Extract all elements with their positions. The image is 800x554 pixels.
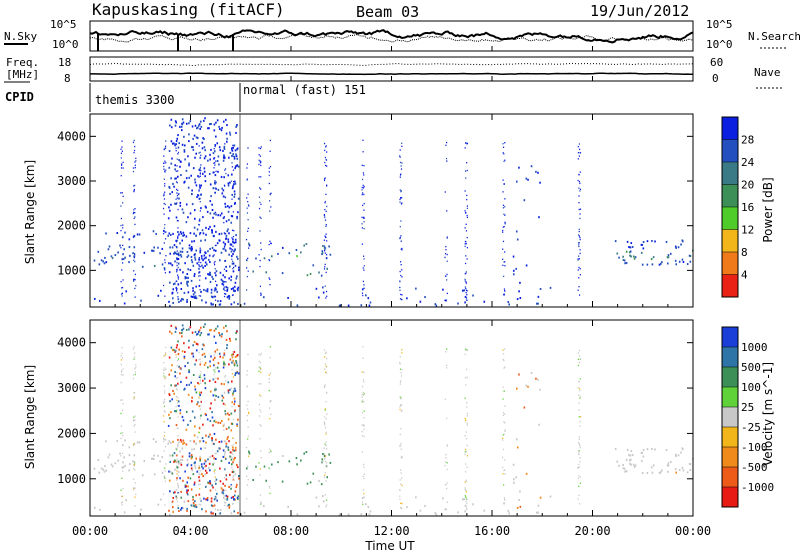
- colorbar-tick-label: 4: [741, 269, 748, 282]
- nave-tick-low: 0: [712, 72, 719, 85]
- velocity-y-axis: 4000 3000 2000 1000: [57, 336, 693, 486]
- range-tick-label: 1000: [57, 263, 86, 277]
- date-label: 19/Jun/2012: [590, 2, 689, 20]
- range-tick-label: 4000: [57, 336, 86, 350]
- colorbar-tick-label: 28: [741, 134, 754, 147]
- cpid-mode-themis: themis 3300: [95, 93, 174, 107]
- velocity-y-label: Slant Range [km]: [23, 365, 37, 469]
- time-tick-label: 12:00: [373, 524, 409, 538]
- nave-tick-high: 60: [710, 56, 723, 69]
- velocity-scatter: [93, 323, 694, 516]
- range-tick-label: 4000: [57, 129, 86, 143]
- noise-sky-label: N.Sky: [4, 30, 37, 43]
- time-tick-label: 04:00: [172, 524, 208, 538]
- colorbar-tick-label: 12: [741, 224, 754, 237]
- noise-tick-low-right: 10^0: [706, 38, 733, 51]
- cpid-mode-normal: normal (fast) 151: [243, 83, 366, 97]
- station-title: Kapuskasing (fitACF): [92, 0, 285, 19]
- range-tick-label: 3000: [57, 174, 86, 188]
- freq-tick-low: 8: [64, 72, 71, 85]
- freq-line: [90, 72, 693, 76]
- power-panel: 4000 3000 2000 1000 Slant Range [km] 28 24 20…: [23, 113, 775, 308]
- time-tick-label: 00:00: [675, 524, 711, 538]
- colorbar-swatch: [722, 407, 738, 428]
- freq-panel: Freq. [MHz] 18 8 60 0 Nave: [4, 56, 782, 89]
- colorbar-swatch: [722, 229, 738, 253]
- colorbar-swatch: [722, 162, 738, 185]
- nave-label: Nave: [754, 66, 781, 79]
- noise-tick-high: 10^5: [50, 18, 77, 31]
- colorbar-tick-label: -25: [741, 421, 761, 434]
- noise-panel: N.Sky N.Search 10^5 10^0 10^5 10^0: [4, 18, 800, 52]
- cpid-panel: CPID themis 3300 normal (fast) 151: [5, 83, 366, 112]
- colorbar-swatch: [722, 367, 738, 388]
- colorbar-swatch: [722, 347, 738, 368]
- noise-sky-line: [89, 29, 694, 44]
- range-tick-label: 1000: [57, 472, 86, 486]
- freq-label: Freq.: [6, 56, 39, 69]
- noise-tick-high-right: 10^5: [706, 18, 733, 31]
- noise-search-label: N.Search: [748, 30, 800, 43]
- beam-label: Beam 03: [356, 3, 419, 21]
- range-tick-label: 3000: [57, 381, 86, 395]
- noise-search-line: [89, 33, 694, 43]
- colorbar-swatch: [722, 207, 738, 230]
- colorbar-swatch: [722, 387, 738, 408]
- colorbar-tick-label: 1000: [741, 341, 768, 354]
- time-tick-label: 08:00: [273, 524, 309, 538]
- colorbar-swatch: [722, 274, 738, 298]
- colorbar-tick-label: -500: [741, 461, 768, 474]
- colorbar-swatch: [722, 327, 738, 348]
- colorbar-tick-label: 20: [741, 179, 754, 192]
- cpid-label: CPID: [5, 90, 34, 104]
- time-tick-label: 00:00: [72, 524, 108, 538]
- power-colorbar: 28 24 20 16 12 8 4: [721, 116, 755, 298]
- time-tick-label: 16:00: [474, 524, 510, 538]
- colorbar-tick-label: -100: [741, 441, 768, 454]
- velocity-panel: 4000 3000 2000 1000 Slant Range [km] 1000 50…: [23, 319, 775, 517]
- colorbar-swatch: [722, 447, 738, 468]
- colorbar-tick-label: -1000: [741, 481, 774, 494]
- time-axis: 00:00 04:00 08:00 12:00 16:00 20:00 00:00: [72, 46, 711, 538]
- noise-tick-low: 10^0: [52, 38, 79, 51]
- power-y-label: Slant Range [km]: [23, 160, 37, 264]
- range-tick-label: 2000: [57, 426, 86, 440]
- colorbar-tick-label: 16: [741, 201, 754, 214]
- colorbar-swatch: [722, 117, 738, 140]
- nave-line: [89, 62, 694, 67]
- colorbar-tick-label: 100: [741, 381, 761, 394]
- power-colorbar-label: Power [dB]: [761, 177, 775, 242]
- colorbar-swatch: [722, 427, 738, 448]
- colorbar-tick-label: 8: [741, 246, 748, 259]
- time-axis-label: Time UT: [364, 539, 415, 553]
- colorbar-swatch: [722, 252, 738, 275]
- freq-unit-label: [MHz]: [6, 68, 39, 81]
- colorbar-tick-label: 25: [741, 401, 754, 414]
- time-tick-label: 20:00: [574, 524, 610, 538]
- velocity-colorbar-label: Velocity [m s^-1]: [761, 362, 775, 466]
- colorbar-swatch: [722, 184, 738, 208]
- colorbar-swatch: [722, 487, 738, 508]
- colorbar-swatch: [722, 467, 738, 488]
- colorbar-tick-label: 24: [741, 156, 755, 169]
- colorbar-tick-label: 500: [741, 361, 761, 374]
- colorbar-swatch: [722, 139, 738, 163]
- freq-tick-high: 18: [58, 56, 71, 69]
- range-tick-label: 2000: [57, 219, 86, 233]
- power-y-axis: 4000 3000 2000 1000: [57, 129, 693, 277]
- power-scatter: [93, 117, 694, 307]
- velocity-colorbar: 1000 500 100 25 -25 -100 -500 -1000: [721, 326, 774, 508]
